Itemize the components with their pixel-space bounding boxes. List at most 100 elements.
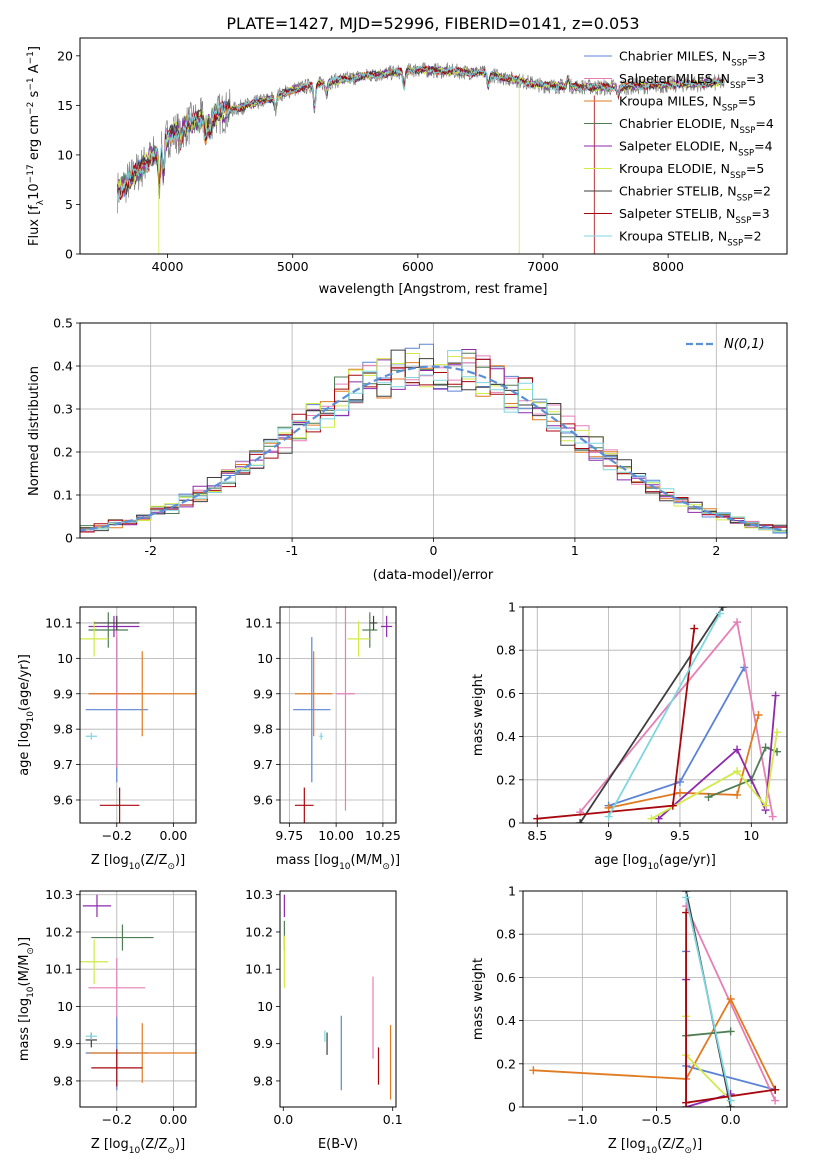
weight-line-2 [533, 997, 776, 1091]
errorbar-point-6 [369, 615, 378, 631]
y-axis-label: Flux [fλ10−17 erg cm−2 s−1 A−1] [26, 46, 46, 246]
label-part: SSP [727, 239, 743, 249]
weight-line-8 [685, 897, 732, 1101]
label-part: ⊙ [382, 862, 390, 872]
label-part: −1 [26, 51, 36, 64]
y-tick-label: 9.9 [253, 1036, 273, 1051]
label-part: SSP [738, 149, 754, 159]
label-part: )] [17, 937, 32, 947]
x-axis-label: Z [log10(Z/Z⊙)] [91, 853, 185, 872]
label-part: (Z/Z [140, 853, 167, 868]
errorbar-point-5 [80, 621, 109, 657]
weight-marker [704, 793, 713, 802]
axes-frame [79, 606, 197, 824]
label-part: =2 [753, 184, 771, 199]
errorbar-point-3 [88, 612, 129, 648]
label-part: ⊙ [167, 1146, 175, 1156]
x-tick-label: 4000 [152, 259, 184, 274]
label-part: −1 [26, 77, 36, 90]
label-part: (Z/Z [657, 1137, 684, 1152]
y-tick-label: 10 [57, 999, 73, 1014]
label-part: =4 [754, 139, 772, 154]
legend-label: N(0,1) [724, 337, 765, 352]
errorbar-point-4 [381, 615, 393, 638]
label-part: age [log [17, 723, 32, 776]
weight-marker [733, 618, 742, 627]
legend-label: Kroupa STELIB, NSSP=2 [619, 229, 762, 249]
axes-frame [279, 890, 397, 1108]
label-part: Kroupa ELODIE, N [619, 161, 730, 176]
label-part: age [log [594, 853, 647, 868]
weight-line-3 [686, 1030, 731, 1037]
panel-residuals: -2 -1 0 1 2 0 0.1 0.2 0.3 0.4 0.5 (data-model)/erro… [27, 316, 788, 583]
x-tick-label: 10 [743, 828, 759, 843]
label-part: 10 [26, 986, 36, 998]
label-part: 10 [129, 1146, 141, 1156]
errorbar-point-5 [347, 621, 370, 657]
label-part: 10 [26, 711, 36, 723]
y-tick-label: 9.7 [53, 757, 73, 772]
label-part: SSP [730, 171, 746, 181]
weight-marker [761, 801, 770, 810]
y-tick-label: 10.2 [245, 924, 273, 939]
legend-label: Chabrier STELIB, NSSP=2 [619, 184, 771, 204]
label-part: Chabrier STELIB, N [619, 184, 737, 199]
x-tick-label: 7000 [527, 259, 559, 274]
label-part: SSP [737, 194, 753, 204]
label-part: (M/M [351, 853, 383, 868]
label-part: s [27, 90, 42, 101]
x-tick-label: -1 [286, 543, 298, 558]
label-part: mass [log [276, 853, 339, 868]
weight-marker [668, 801, 677, 810]
label-part: SSP [739, 126, 755, 136]
weight-marker [754, 711, 763, 719]
label-part: Kroupa STELIB, N [619, 229, 727, 244]
y-tick-label: 0.1 [53, 488, 73, 503]
label-part: Z [log [91, 1137, 129, 1152]
axes-frame [522, 606, 788, 824]
label-part: 10 [646, 1146, 658, 1156]
x-tick-label: −0.5 [641, 1112, 671, 1127]
label-part: =3 [746, 71, 764, 86]
y-tick-label: 0.6 [496, 686, 516, 701]
weight-marker [675, 788, 684, 797]
y-tick-label: 0.4 [496, 1013, 516, 1028]
weight-marker [773, 728, 782, 737]
label-part: Salpeter STELIB, N [619, 206, 735, 221]
spectrum-model-6 [117, 65, 725, 195]
legend-label: Salpeter ELODIE, NSSP=4 [619, 139, 773, 159]
plot-content [283, 894, 392, 1100]
y-tick-label: 10 [257, 999, 273, 1014]
label-part: Kroupa MILES, N [619, 94, 722, 109]
y-tick-label: 10.2 [45, 924, 73, 939]
label-part: Salpeter MILES, N [619, 71, 730, 86]
label-part: ] [27, 46, 42, 51]
spectrum-model-8 [117, 65, 725, 202]
y-tick-label: 10.1 [45, 962, 73, 977]
x-tick-label: 0.0 [273, 1112, 293, 1127]
y-tick-label: 0.4 [53, 359, 73, 374]
label-part: Salpeter ELODIE, N [619, 139, 738, 154]
panel-weight-vs-Z: −1.0 −0.5 0.0 0 0.2 0.4 0.6 0.8 1 Z [log10(Z/Z⊙)]… [471, 884, 788, 1156]
y-tick-label: 10.1 [245, 615, 273, 630]
plot-content [80, 612, 196, 823]
errorbar-point-3 [91, 924, 154, 951]
errorbar-point-7 [99, 787, 140, 823]
y-tick-label: 10 [57, 147, 73, 162]
weight-marker [529, 1066, 538, 1075]
y-tick-label: 10.1 [45, 615, 73, 630]
weight-marker [604, 812, 613, 821]
y-tick-label: 0 [508, 816, 516, 831]
weight-marker [690, 624, 699, 633]
y-tick-label: 9.8 [253, 722, 273, 737]
label-part: =3 [747, 49, 765, 64]
weight-marker [682, 893, 691, 902]
weight-marker [733, 767, 742, 776]
x-tick-label: 0.00 [159, 1112, 187, 1127]
y-tick-label: 0 [65, 531, 73, 546]
weight-marker [726, 1096, 735, 1105]
y-tick-label: 0.4 [496, 729, 516, 744]
